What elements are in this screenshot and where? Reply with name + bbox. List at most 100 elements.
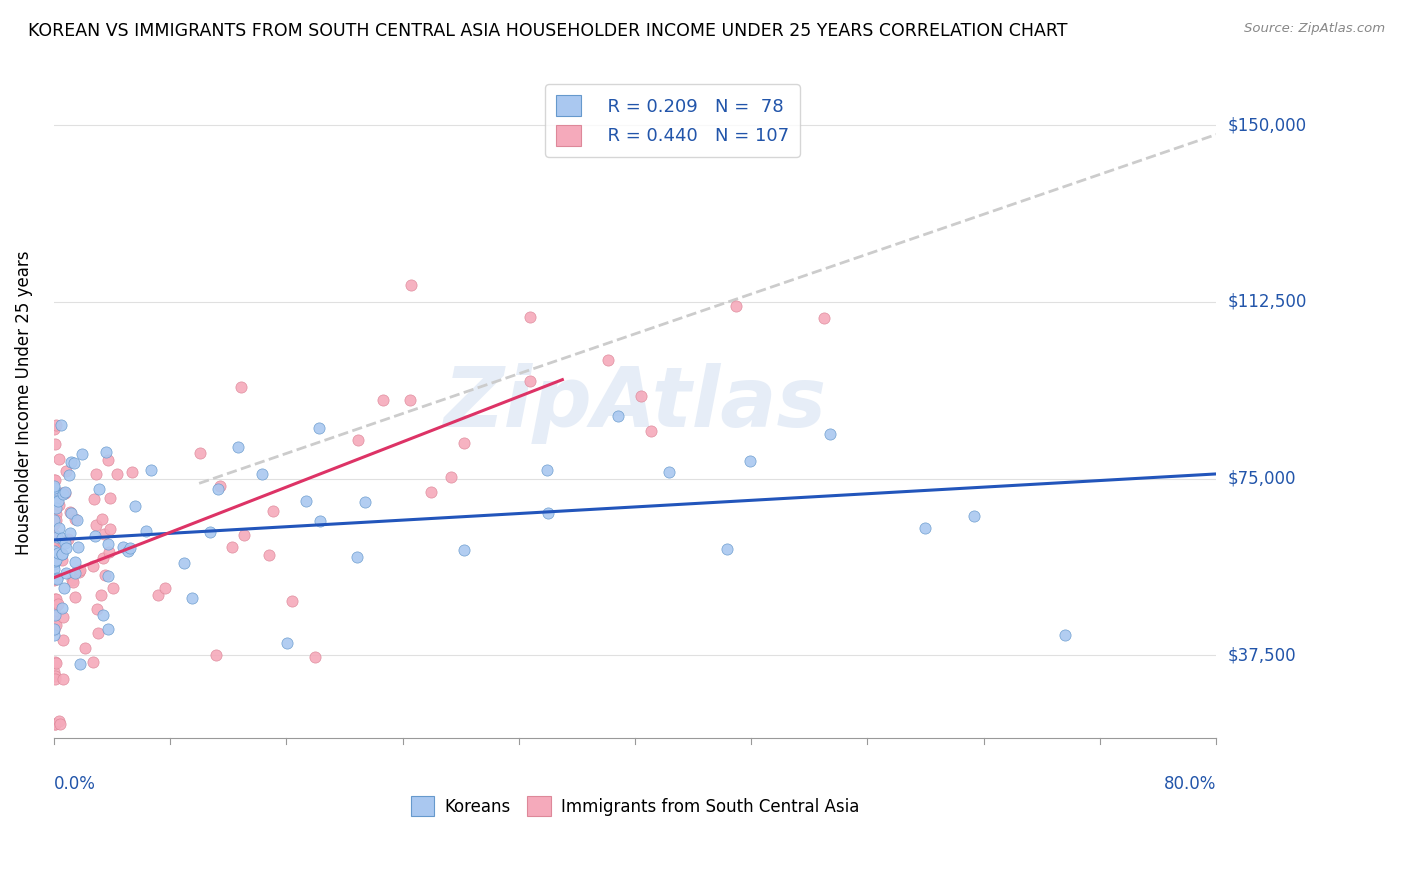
Point xyxy=(49,417,72,432)
Point xyxy=(44,493,66,508)
Point xyxy=(45,417,67,432)
Point xyxy=(89,588,111,602)
Point xyxy=(59,525,82,540)
Point xyxy=(60,455,83,469)
Point xyxy=(229,380,252,394)
Point xyxy=(42,553,65,567)
Point xyxy=(420,485,443,500)
Point xyxy=(44,655,66,669)
Point xyxy=(55,566,77,581)
Point xyxy=(49,716,72,731)
Point xyxy=(44,572,66,586)
Point xyxy=(42,481,65,495)
Point xyxy=(45,514,67,528)
Point xyxy=(45,552,67,566)
Point xyxy=(630,389,652,403)
Point xyxy=(44,618,66,632)
Text: 80.0%: 80.0% xyxy=(1164,775,1216,793)
Point xyxy=(98,522,121,536)
Point xyxy=(640,424,662,438)
Point xyxy=(44,549,66,563)
Point xyxy=(44,615,66,629)
Point xyxy=(51,531,73,545)
Point xyxy=(52,633,75,648)
Point xyxy=(276,636,298,650)
Text: $37,500: $37,500 xyxy=(1227,647,1296,665)
Point xyxy=(48,714,70,728)
Point xyxy=(91,551,114,566)
Y-axis label: Householder Income Under 25 years: Householder Income Under 25 years xyxy=(15,251,32,556)
Point xyxy=(55,484,77,499)
Point xyxy=(97,623,120,637)
Point xyxy=(536,463,558,477)
Point xyxy=(139,463,162,477)
Point xyxy=(226,440,249,454)
Point xyxy=(42,623,65,637)
Point xyxy=(55,535,77,549)
Point xyxy=(738,453,761,467)
Point xyxy=(44,551,66,566)
Point xyxy=(45,599,67,613)
Point xyxy=(86,602,108,616)
Point xyxy=(963,508,986,523)
Point xyxy=(124,500,146,514)
Point xyxy=(45,487,67,501)
Point xyxy=(89,482,111,496)
Point xyxy=(46,493,69,508)
Point xyxy=(97,568,120,582)
Point xyxy=(44,526,66,541)
Point xyxy=(135,524,157,538)
Point xyxy=(52,581,75,595)
Point xyxy=(519,310,541,325)
Point xyxy=(354,495,377,509)
Point xyxy=(117,544,139,558)
Point xyxy=(44,673,66,687)
Point xyxy=(262,504,284,518)
Point xyxy=(66,513,89,527)
Point xyxy=(146,588,169,602)
Point xyxy=(60,506,83,520)
Point xyxy=(295,493,318,508)
Point xyxy=(48,451,70,466)
Point xyxy=(42,484,65,499)
Point xyxy=(45,592,67,607)
Point xyxy=(120,541,142,555)
Point xyxy=(813,311,835,326)
Point xyxy=(373,392,395,407)
Point xyxy=(87,625,110,640)
Text: $150,000: $150,000 xyxy=(1227,116,1306,134)
Point xyxy=(48,521,70,535)
Point xyxy=(207,482,229,496)
Point xyxy=(658,465,681,479)
Point xyxy=(453,542,475,557)
Point xyxy=(97,537,120,551)
Point xyxy=(42,479,65,493)
Point xyxy=(46,543,69,558)
Point xyxy=(347,434,370,448)
Point xyxy=(46,530,69,544)
Point xyxy=(51,601,73,615)
Point xyxy=(42,562,65,576)
Point xyxy=(82,655,104,669)
Point xyxy=(60,574,83,588)
Point xyxy=(51,485,73,500)
Point xyxy=(112,540,135,554)
Point xyxy=(250,467,273,482)
Point xyxy=(42,534,65,549)
Point xyxy=(55,464,77,478)
Point xyxy=(51,553,73,567)
Point xyxy=(51,548,73,562)
Point xyxy=(96,445,118,459)
Point xyxy=(44,716,66,731)
Point xyxy=(44,716,66,731)
Point xyxy=(46,597,69,611)
Point xyxy=(67,565,90,579)
Point xyxy=(596,353,619,368)
Text: Source: ZipAtlas.com: Source: ZipAtlas.com xyxy=(1244,22,1385,36)
Point xyxy=(398,392,420,407)
Point xyxy=(66,541,89,555)
Point xyxy=(42,541,65,556)
Point xyxy=(62,456,84,470)
Point xyxy=(97,453,120,467)
Point xyxy=(91,511,114,525)
